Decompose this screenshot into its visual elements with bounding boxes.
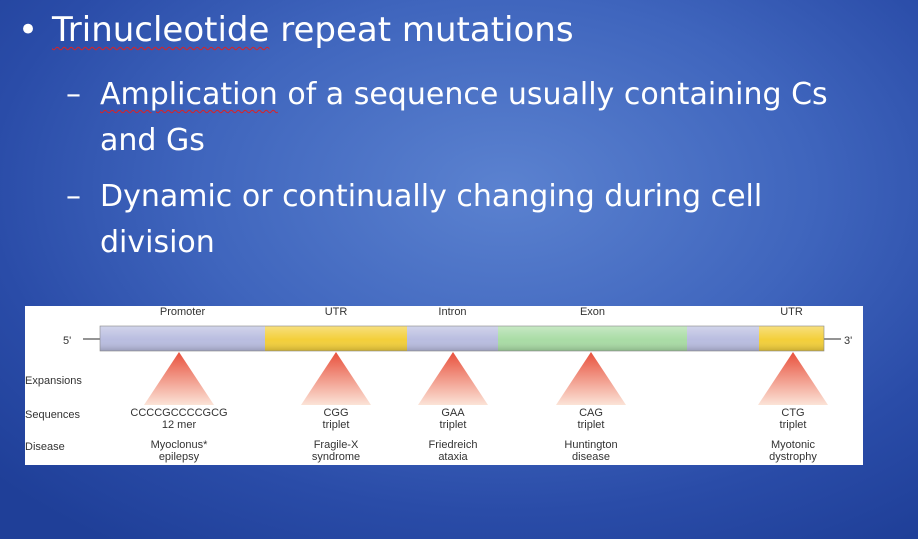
- row-label-expansions: Expansions: [25, 375, 82, 387]
- row-label-sequences: Sequences: [25, 409, 81, 421]
- disease-label: Myoclonus*: [151, 439, 209, 451]
- three-prime-label: 3': [844, 335, 852, 347]
- region-label: Exon: [580, 306, 605, 318]
- expansion-triangle: [301, 352, 371, 405]
- disease-label: Friedreich: [429, 439, 478, 451]
- sub-bullet-text-line2: and Gs: [100, 123, 205, 158]
- sub-bullet-dash: –: [66, 77, 81, 112]
- row-label-disease: Disease: [25, 441, 65, 453]
- expansion-triangle: [556, 352, 626, 405]
- sequence-unit-label: 12 mer: [162, 419, 197, 431]
- sequence-label: CAG: [579, 407, 603, 419]
- disease-label: Huntington: [564, 439, 617, 451]
- sub-bullet-dynamic: – Dynamic or continually changing during …: [66, 174, 762, 266]
- sub-bullet-text: of a sequence usually containing Cs: [277, 77, 828, 112]
- expansion-triangle: [418, 352, 488, 405]
- gene-diagram-svg: 5' 3' Promoter UTR Intron Exon UTR Expansion…: [25, 306, 852, 463]
- disease-label: Fragile-X: [314, 439, 359, 451]
- sequence-label: GAA: [441, 407, 465, 419]
- sub-bullet-underlined-word: Amplication: [100, 77, 278, 112]
- sequence-unit-label: triplet: [323, 419, 350, 431]
- disease-label-line2: ataxia: [438, 451, 468, 463]
- five-prime-label: 5': [63, 335, 71, 347]
- expansion-triangle: [758, 352, 828, 405]
- bullet-text: repeat mutations: [269, 10, 574, 50]
- region-label: Intron: [438, 306, 466, 318]
- sequence-label: CGG: [323, 407, 348, 419]
- sequence-unit-label: triplet: [780, 419, 807, 431]
- expansion-triangle: [144, 352, 214, 405]
- sequence-unit-label: triplet: [440, 419, 467, 431]
- disease-label-line2: dystrophy: [769, 451, 817, 463]
- sub-bullet-text-line2: division: [100, 225, 215, 260]
- disease-label-line2: epilepsy: [159, 451, 200, 463]
- sequence-unit-label: triplet: [578, 419, 605, 431]
- sub-bullet-dash: –: [66, 179, 81, 214]
- disease-label-line2: disease: [572, 451, 610, 463]
- disease-label: Myotonic: [771, 439, 816, 451]
- sequence-label: CTG: [781, 407, 804, 419]
- repeat-expansion-diagram: 5' 3' Promoter UTR Intron Exon UTR Expansion…: [25, 306, 863, 465]
- disease-label-line2: syndrome: [312, 451, 360, 463]
- region-label: Promoter: [160, 306, 206, 318]
- gene-bar-outline: [99, 325, 825, 352]
- region-label: UTR: [325, 306, 348, 318]
- sub-bullet-text: Dynamic or continually changing during c…: [100, 179, 763, 214]
- bullet-dot: •: [18, 10, 39, 50]
- sub-bullet-amplication: – Amplication of a sequence usually conta…: [66, 72, 828, 164]
- region-label: UTR: [780, 306, 803, 318]
- bullet-trinucleotide: • Trinucleotide repeat mutations: [18, 10, 574, 50]
- sequence-label: CCCCGCCCCGCG: [130, 407, 227, 419]
- bullet-underlined-word: Trinucleotide: [52, 10, 270, 50]
